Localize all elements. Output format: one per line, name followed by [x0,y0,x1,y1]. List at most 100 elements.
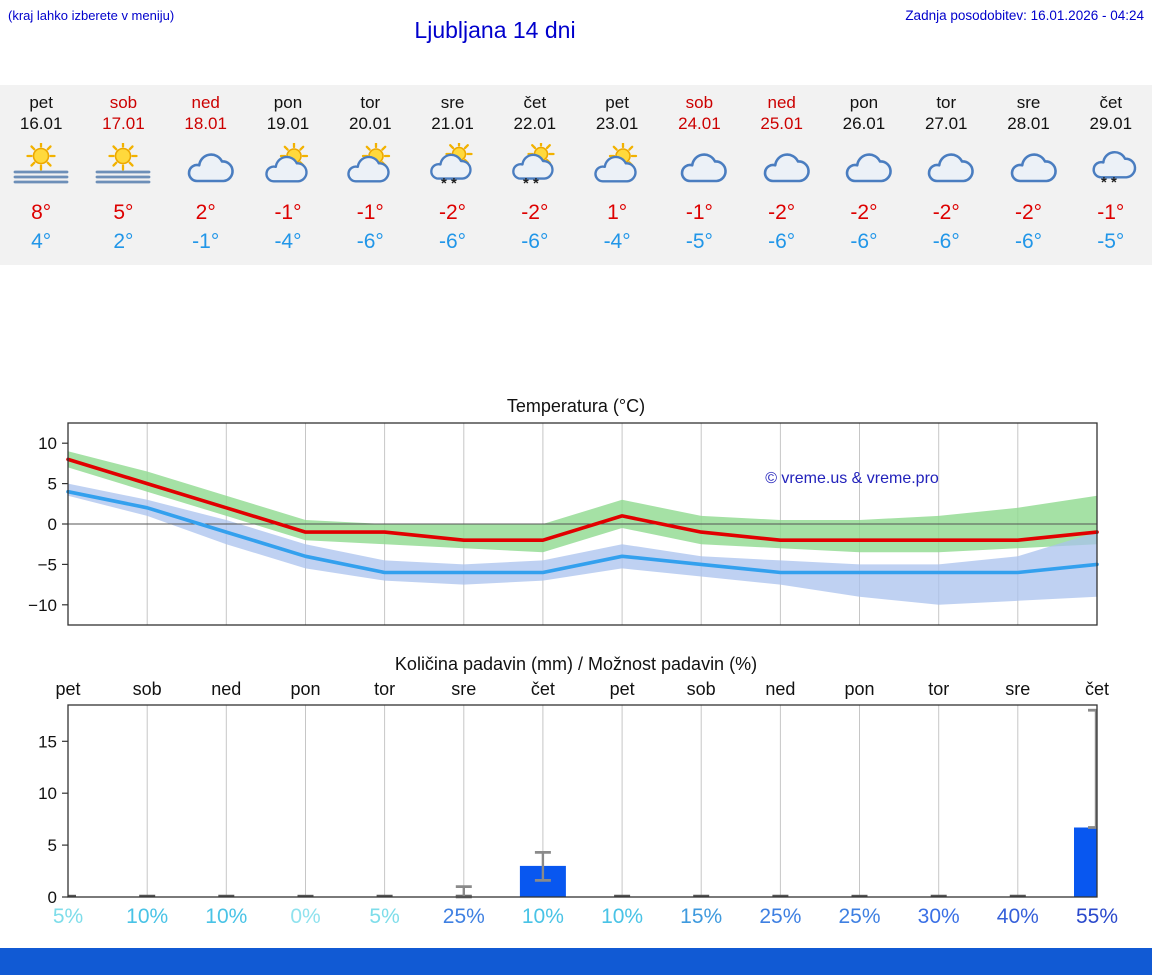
day-icon: * * [1070,136,1152,196]
svg-text:5: 5 [48,836,57,855]
day-name: sob [109,93,138,112]
svg-text:10%: 10% [601,905,643,927]
temp-min: -6° [356,230,384,253]
cloudy-icon [187,153,234,183]
precipitation-chart-title: Količina padavin (mm) / Možnost padavin … [394,654,758,674]
day-name: pet [605,93,629,112]
sun-fog-icon [13,143,69,184]
day-column-23.01[interactable]: pet 23.01 1° -4° [576,85,658,265]
page-title: Ljubljana 14 dni [414,17,576,43]
svg-text:pon: pon [844,679,874,699]
day-name: ned [191,93,220,112]
svg-text:25%: 25% [443,905,485,927]
day-date: 16.01 [19,114,63,133]
day-icon [329,136,411,196]
cloudy-icon [845,153,892,183]
forecast-day-strip: pet 16.01 8° 4° sob 17.01 5° 2° ned 18.01 2° -1° pon… [0,85,1152,265]
day-column-16.01[interactable]: pet 16.01 8° 4° [0,85,82,265]
day-name: sre [1016,93,1041,112]
svg-text:sre: sre [451,679,476,699]
svg-text:* *: * * [1101,174,1117,189]
svg-text:* *: * * [523,175,539,189]
day-column-24.01[interactable]: sob 24.01 -1° -5° [658,85,740,265]
day-column-22.01[interactable]: čet 22.01 * * -2° -6° [494,85,576,265]
day-icon [82,136,164,196]
svg-text:pon: pon [290,679,320,699]
temp-min: -4° [274,230,302,253]
temp-min: -1° [192,230,220,253]
svg-text:ned: ned [211,679,241,699]
svg-text:5: 5 [48,475,57,494]
svg-text:čet: čet [531,679,555,699]
day-date: 24.01 [678,114,721,133]
temp-max: -1° [685,201,713,224]
day-column-27.01[interactable]: tor 27.01 -2° -6° [905,85,987,265]
day-date: 28.01 [1007,114,1050,133]
day-name: tor [936,93,957,112]
day-column-17.01[interactable]: sob 17.01 5° 2° [82,85,164,265]
temp-max: -2° [439,201,467,224]
day-column-29.01[interactable]: čet 29.01 * * -1° -5° [1070,85,1152,265]
temp-min: -6° [521,230,549,253]
temp-max: -2° [932,201,960,224]
svg-text:sob: sob [687,679,716,699]
day-date: 26.01 [842,114,886,133]
svg-text:* *: * * [441,175,457,189]
day-name: sob [685,93,714,112]
temp-min: -6° [768,230,796,253]
svg-text:0%: 0% [290,905,320,927]
temp-min: -4° [603,230,631,253]
partly-cloudy-icon [594,143,638,183]
temp-max: -1° [274,201,302,224]
svg-text:10%: 10% [522,905,564,927]
day-column-25.01[interactable]: ned 25.01 -2° -6° [741,85,823,265]
day-column-26.01[interactable]: pon 26.01 -2° -6° [823,85,905,265]
day-column-21.01[interactable]: sre 21.01 * * -2° -6° [411,85,493,265]
day-date: 22.01 [513,114,557,133]
temp-min: -5° [685,230,713,253]
day-column-28.01[interactable]: sre 28.01 -2° -6° [987,85,1069,265]
cloudy-icon [928,153,975,183]
svg-text:5%: 5% [53,905,83,927]
cloudy-icon [681,153,728,183]
day-name: pon [849,93,879,112]
temperature-chart: 10 5 0 −5 −10 © vreme.us & vreme.pro [28,422,1099,626]
day-icon: * * [494,136,576,196]
svg-text:−5: −5 [38,555,57,574]
temperature-chart-block: Temperatura (°C) 10 5 0 −5 −10 © vreme.us & v… [0,393,1152,629]
day-icon [741,136,823,196]
day-column-20.01[interactable]: tor 20.01 -1° -6° [329,85,411,265]
day-name: tor [360,93,381,112]
temp-max: -2° [521,201,549,224]
day-icon [905,136,987,196]
day-name: ned [767,93,796,112]
temp-min: -5° [1097,230,1125,253]
day-icon [823,136,905,196]
svg-text:0: 0 [48,888,57,907]
temp-min: 4° [31,230,52,253]
spacer [0,629,1152,651]
svg-text:10%: 10% [126,905,168,927]
precipitation-chart-block: Količina padavin (mm) / Možnost padavin … [0,651,1152,927]
day-column-19.01[interactable]: pon 19.01 -1° -4° [247,85,329,265]
day-icon [247,136,329,196]
svg-text:© vreme.us & vreme.pro: © vreme.us & vreme.pro [765,470,939,487]
temp-min: -6° [850,230,878,253]
temperature-chart-title: Temperatura (°C) [506,396,646,416]
partly-cloudy-snow-icon: * * [511,143,555,189]
day-date: 27.01 [924,114,968,133]
day-column-18.01[interactable]: ned 18.01 2° -1° [165,85,247,265]
day-icon [658,136,740,196]
last-update-timestamp: Zadnja posodobitev: 16.01.2026 - 04:24 [905,8,1144,23]
temp-max: 1° [607,201,628,224]
cloudy-icon [1010,153,1057,183]
cloudy-snow-icon: * * [1092,150,1137,189]
day-date: 21.01 [431,114,474,133]
temp-min: -6° [932,230,960,253]
day-name: čet [523,93,547,112]
partly-cloudy-snow-icon: * * [429,143,473,189]
day-name: sre [440,93,465,112]
day-date: 19.01 [266,114,310,133]
day-date: 23.01 [595,114,639,133]
temp-max: -1° [356,201,384,224]
